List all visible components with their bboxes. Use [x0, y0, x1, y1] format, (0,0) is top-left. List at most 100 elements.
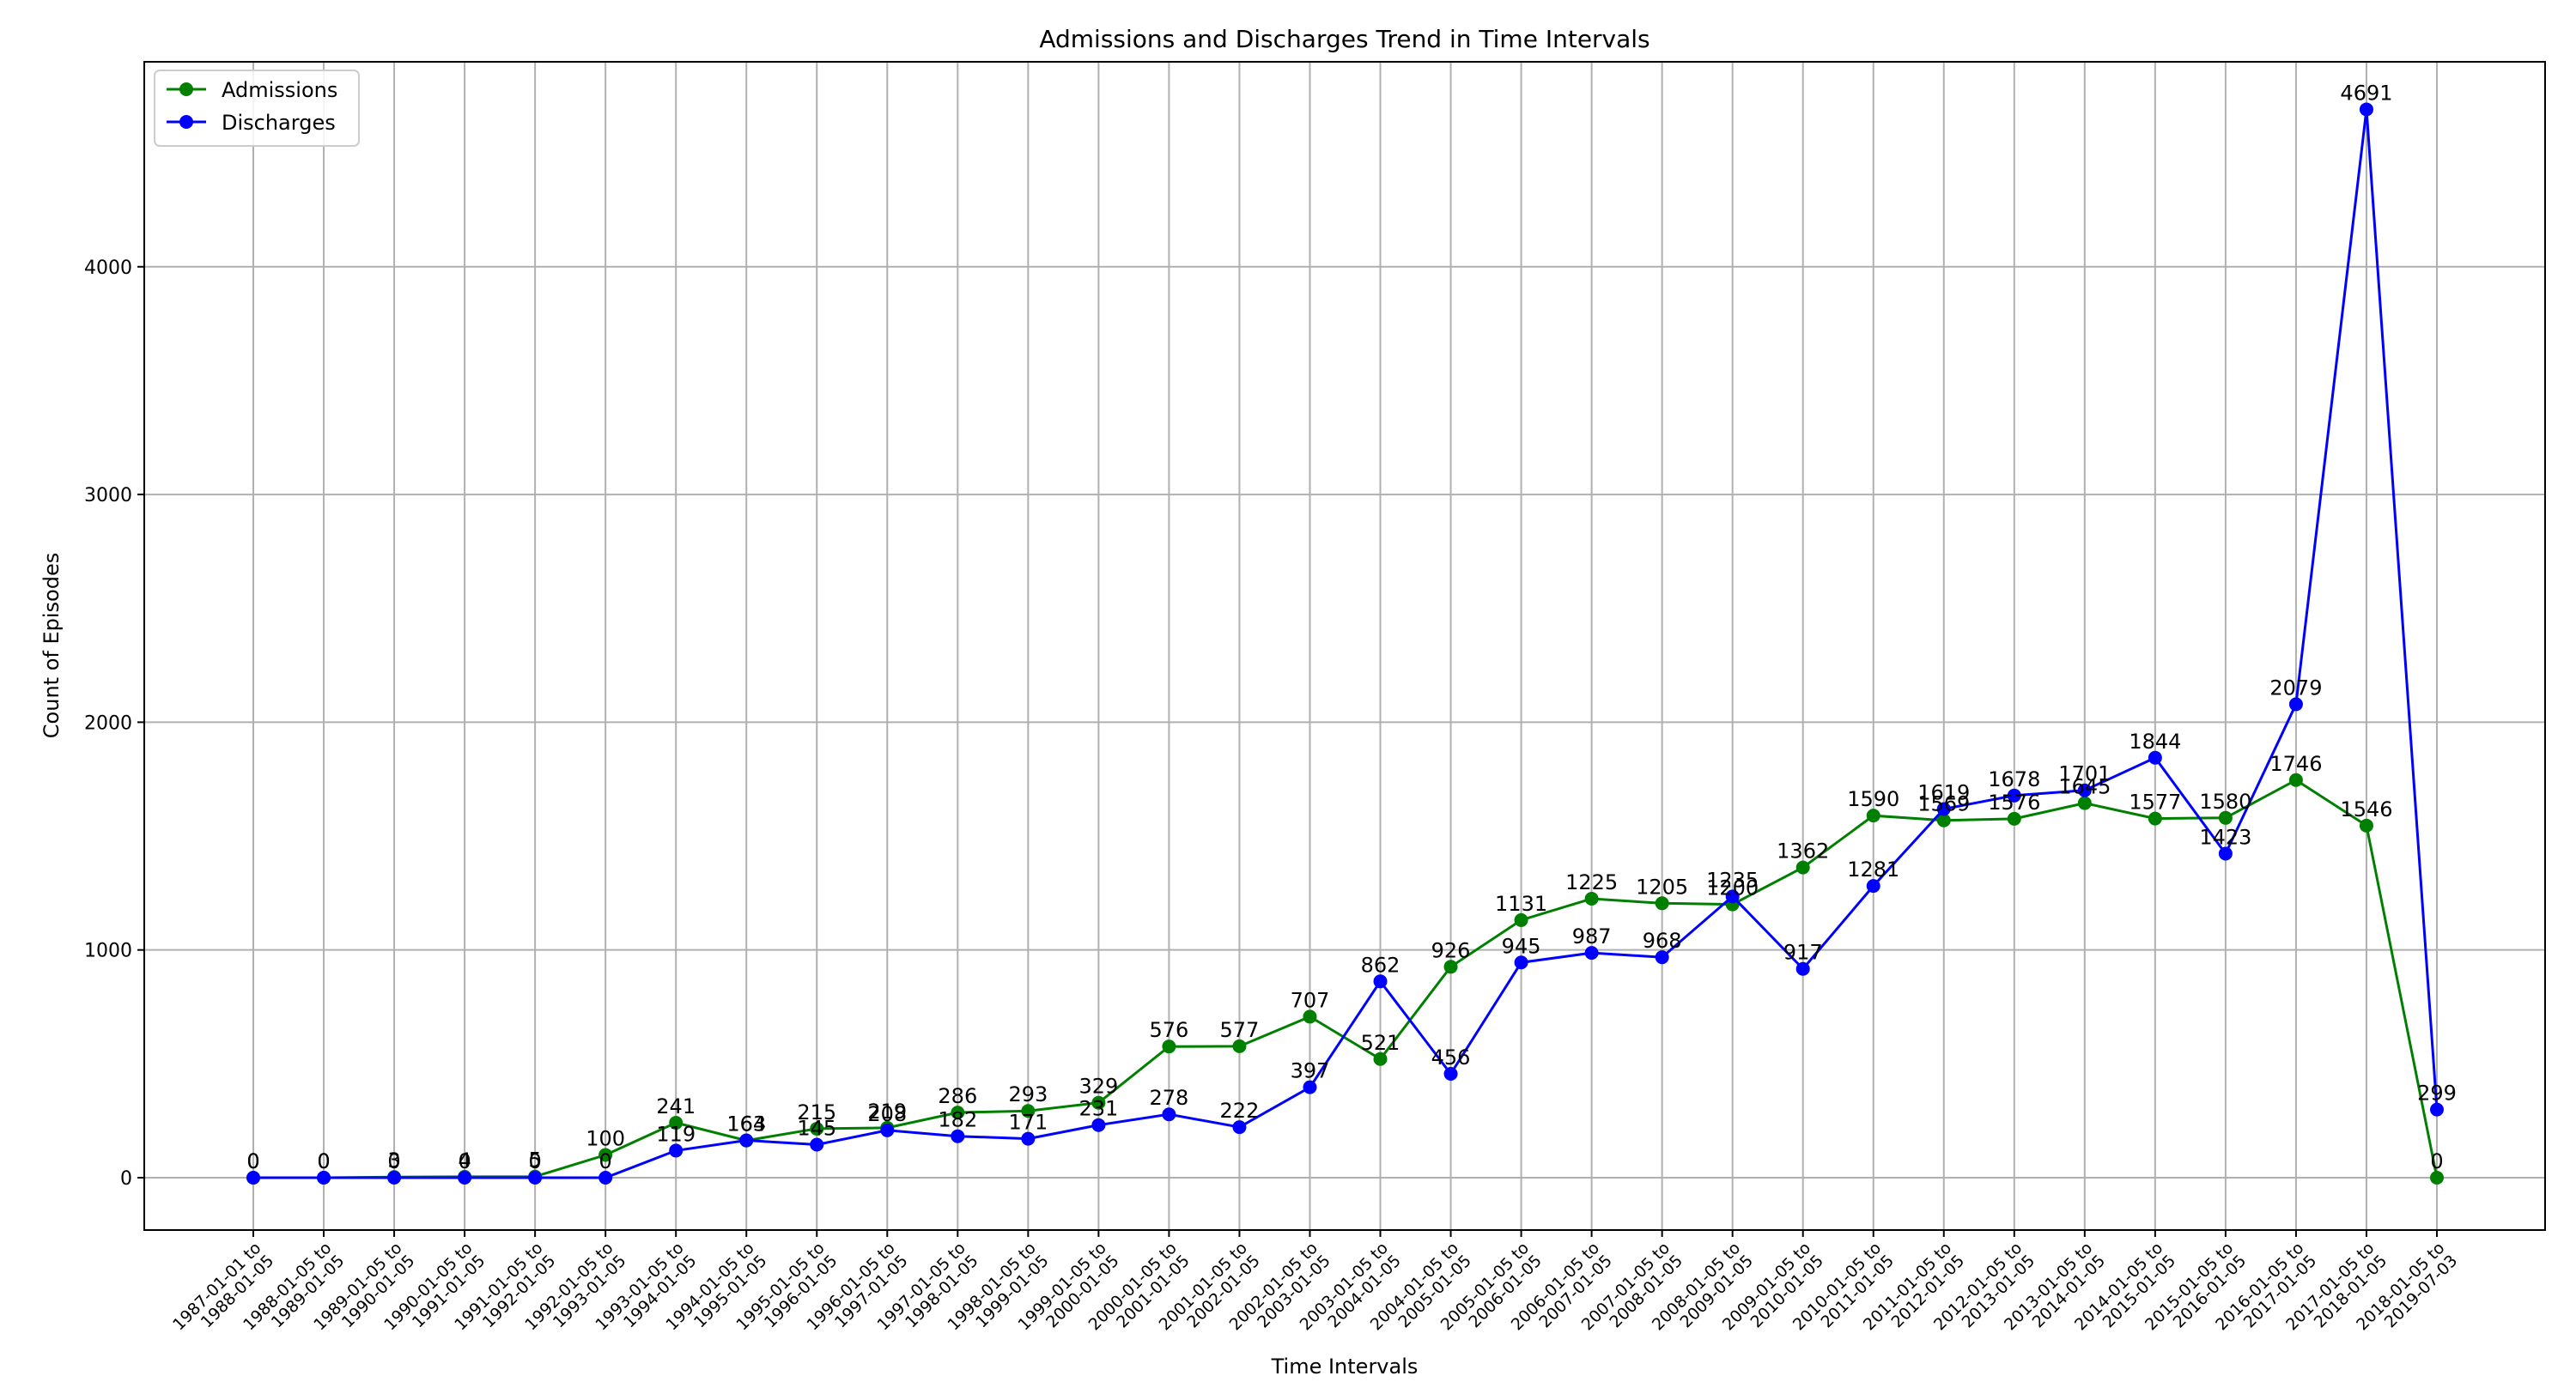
data-label-admissions: 1577 [2129, 791, 2181, 815]
data-point-discharges [2077, 783, 2092, 797]
data-label-discharges: 208 [867, 1102, 907, 1126]
series-layer [246, 102, 2444, 1185]
data-label-admissions: 5 [528, 1149, 541, 1173]
data-label-admissions: 100 [586, 1126, 625, 1150]
data-point-admissions [1303, 1009, 1317, 1024]
data-label-discharges: 182 [938, 1108, 977, 1132]
data-point-admissions [2218, 810, 2233, 825]
data-label-discharges: 1235 [1706, 868, 1759, 892]
data-label-admissions: 0 [317, 1149, 330, 1173]
data-label-admissions: 241 [656, 1094, 696, 1118]
data-label-discharges: 0 [599, 1149, 612, 1173]
data-label-discharges: 1678 [1988, 767, 2040, 791]
data-label-admissions: 1546 [2340, 797, 2392, 821]
data-label-discharges: 119 [656, 1122, 696, 1146]
data-label-discharges: 222 [1220, 1099, 1260, 1123]
data-point-discharges [2359, 102, 2373, 117]
data-label-discharges: 1281 [1847, 858, 1899, 882]
data-point-discharges [246, 1170, 260, 1185]
data-label-discharges: 4691 [2340, 81, 2392, 105]
data-label-discharges: 862 [1361, 953, 1400, 977]
data-point-discharges [1232, 1120, 1247, 1135]
data-label-admissions: 1645 [2058, 775, 2111, 799]
data-point-admissions [1443, 960, 1458, 974]
data-label-admissions: 577 [1220, 1018, 1260, 1042]
data-label-admissions: 576 [1150, 1018, 1189, 1042]
data-label-admissions: 1131 [1495, 892, 1547, 916]
data-point-admissions [1936, 813, 1951, 827]
series-line-admissions [253, 779, 2439, 1179]
data-label-admissions: 1200 [1706, 876, 1759, 900]
data-label-discharges: 968 [1643, 929, 1682, 953]
data-point-discharges [2218, 846, 2233, 861]
data-point-admissions [1795, 860, 1810, 875]
data-point-admissions [2007, 811, 2021, 826]
data-point-discharges [1162, 1107, 1176, 1122]
data-point-discharges [1655, 950, 1669, 965]
x-axis-label: Time Intervals [1271, 1355, 1419, 1379]
data-label-discharges: 231 [1078, 1097, 1118, 1121]
data-label-discharges: 299 [2417, 1082, 2457, 1106]
data-point-admissions [2430, 1170, 2444, 1185]
data-point-admissions [598, 1148, 613, 1162]
data-label-admissions: 926 [1431, 938, 1471, 962]
data-label-discharges: 945 [1502, 934, 1541, 958]
legend-marker-admissions [179, 82, 193, 96]
data-point-admissions [1232, 1039, 1247, 1053]
data-label-discharges: 164 [726, 1112, 766, 1136]
data-label-admissions: 1746 [2269, 752, 2322, 776]
data-point-admissions [2288, 773, 2303, 787]
data-label-admissions: 1580 [2199, 790, 2251, 814]
data-point-discharges [880, 1123, 895, 1137]
data-point-admissions [1866, 809, 1880, 823]
data-label-discharges: 987 [1572, 924, 1612, 949]
data-label-admissions: 521 [1361, 1031, 1400, 1055]
data-point-discharges [1021, 1131, 1036, 1146]
data-point-discharges [458, 1170, 472, 1185]
data-label-admissions: 3 [387, 1149, 400, 1173]
data-label-discharges: 397 [1291, 1059, 1330, 1083]
data-label-admissions: 293 [1008, 1082, 1048, 1106]
legend-label-admissions: Admissions [222, 78, 337, 102]
data-label-admissions: 1205 [1636, 875, 1688, 899]
legend-label-discharges: Discharges [222, 111, 336, 135]
y-tick-label: 0 [120, 1168, 132, 1190]
plot-frame [143, 61, 2546, 1231]
data-label-admissions: 707 [1291, 988, 1330, 1012]
data-point-discharges [317, 1170, 331, 1185]
data-label-admissions: 1569 [1917, 792, 1970, 816]
data-label-admissions: 4 [458, 1149, 471, 1173]
legend-marker-discharges [179, 115, 193, 129]
data-label-admissions: 0 [246, 1149, 259, 1173]
data-point-discharges [1866, 879, 1880, 894]
chart-title: Admissions and Discharges Trend in Time … [1039, 25, 1649, 53]
data-point-discharges [1091, 1118, 1106, 1132]
data-point-admissions [1373, 1052, 1388, 1066]
data-point-discharges [951, 1129, 965, 1143]
data-point-admissions [2359, 818, 2373, 833]
data-label-admissions: 286 [938, 1084, 977, 1108]
y-tick-label: 2000 [84, 712, 132, 734]
data-point-discharges [387, 1170, 402, 1185]
data-label-admissions: 0 [2430, 1149, 2443, 1173]
data-point-discharges [598, 1170, 613, 1185]
data-point-admissions [1514, 912, 1528, 927]
data-point-discharges [739, 1133, 754, 1148]
y-tick-label: 4000 [84, 258, 132, 279]
data-point-discharges [1514, 955, 1528, 970]
data-label-discharges: 0 [317, 1149, 330, 1173]
data-point-discharges [1373, 974, 1388, 989]
data-point-discharges [669, 1143, 683, 1158]
data-label-discharges: 0 [528, 1149, 541, 1173]
data-label-discharges: 1701 [2058, 762, 2111, 786]
data-point-discharges [810, 1137, 824, 1152]
data-label-admissions: 219 [867, 1100, 907, 1124]
data-point-discharges [1725, 889, 1740, 904]
data-label-discharges: 145 [797, 1117, 836, 1141]
data-point-admissions [1021, 1104, 1036, 1118]
legend: Admissions Discharges [154, 70, 360, 147]
